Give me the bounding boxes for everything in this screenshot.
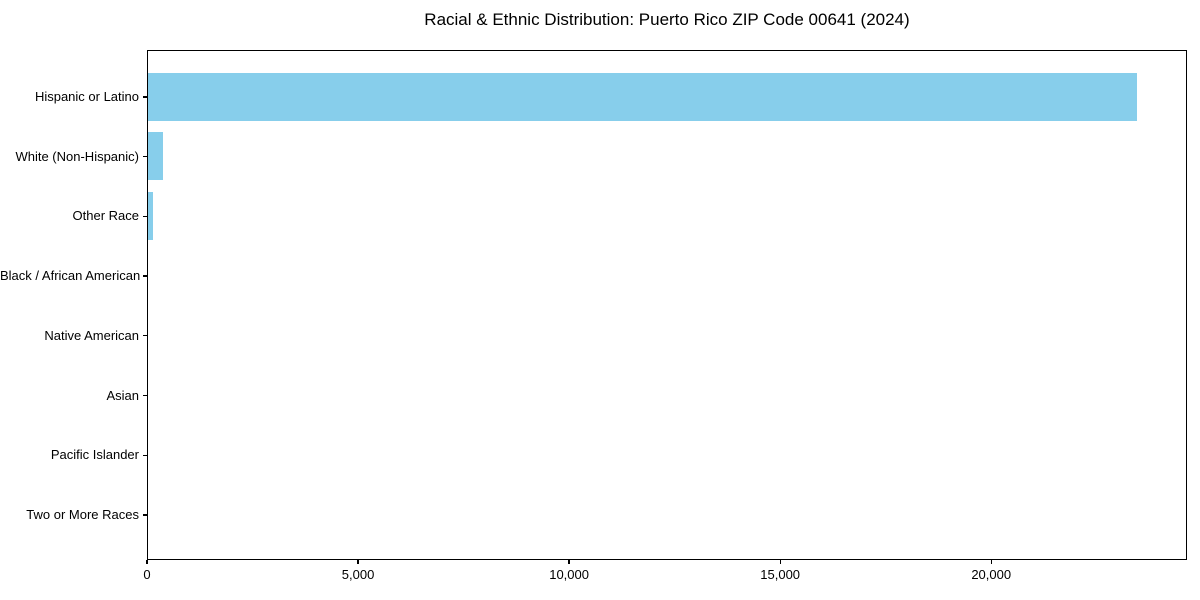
y-tick-label: Black / African American bbox=[0, 268, 141, 284]
plot-area bbox=[147, 50, 1187, 560]
x-tick-label: 0 bbox=[143, 567, 151, 582]
x-tick-mark bbox=[146, 560, 148, 564]
y-tick-label: Hispanic or Latino bbox=[34, 89, 139, 104]
y-tick-mark bbox=[143, 394, 147, 397]
y-tick-mark bbox=[143, 96, 147, 98]
y-tick-mark bbox=[143, 514, 147, 516]
x-tick-mark bbox=[357, 560, 359, 564]
y-tick-mark bbox=[143, 156, 147, 158]
bar-hispanic-or-latino bbox=[148, 72, 1137, 121]
x-tick-mark bbox=[779, 560, 781, 564]
y-tick-mark bbox=[143, 215, 147, 218]
y-tick-label: Native American bbox=[44, 327, 139, 343]
x-tick-label: 15,000 bbox=[760, 567, 801, 582]
y-tick-label: Pacific Islander bbox=[50, 447, 139, 463]
y-tick-mark bbox=[143, 335, 147, 337]
x-tick-label: 5,000 bbox=[341, 567, 375, 582]
x-tick-label: 20,000 bbox=[971, 567, 1012, 582]
y-tick-label: White (Non-Hispanic) bbox=[15, 148, 139, 164]
x-tick-mark bbox=[568, 560, 570, 564]
x-tick-label: 10,000 bbox=[549, 567, 589, 582]
chart-title: Racial & Ethnic Distribution: Puerto Ric… bbox=[424, 10, 910, 29]
y-tick-label: Two or More Races bbox=[26, 506, 139, 522]
y-tick-mark bbox=[143, 275, 147, 277]
y-tick-label: Other Race bbox=[72, 208, 139, 224]
bar-white-non-hispanic bbox=[148, 132, 163, 181]
x-tick-mark bbox=[990, 560, 992, 564]
bar-other-race bbox=[148, 192, 153, 241]
y-tick-label: Asian bbox=[106, 387, 139, 403]
y-tick-mark bbox=[143, 454, 147, 456]
